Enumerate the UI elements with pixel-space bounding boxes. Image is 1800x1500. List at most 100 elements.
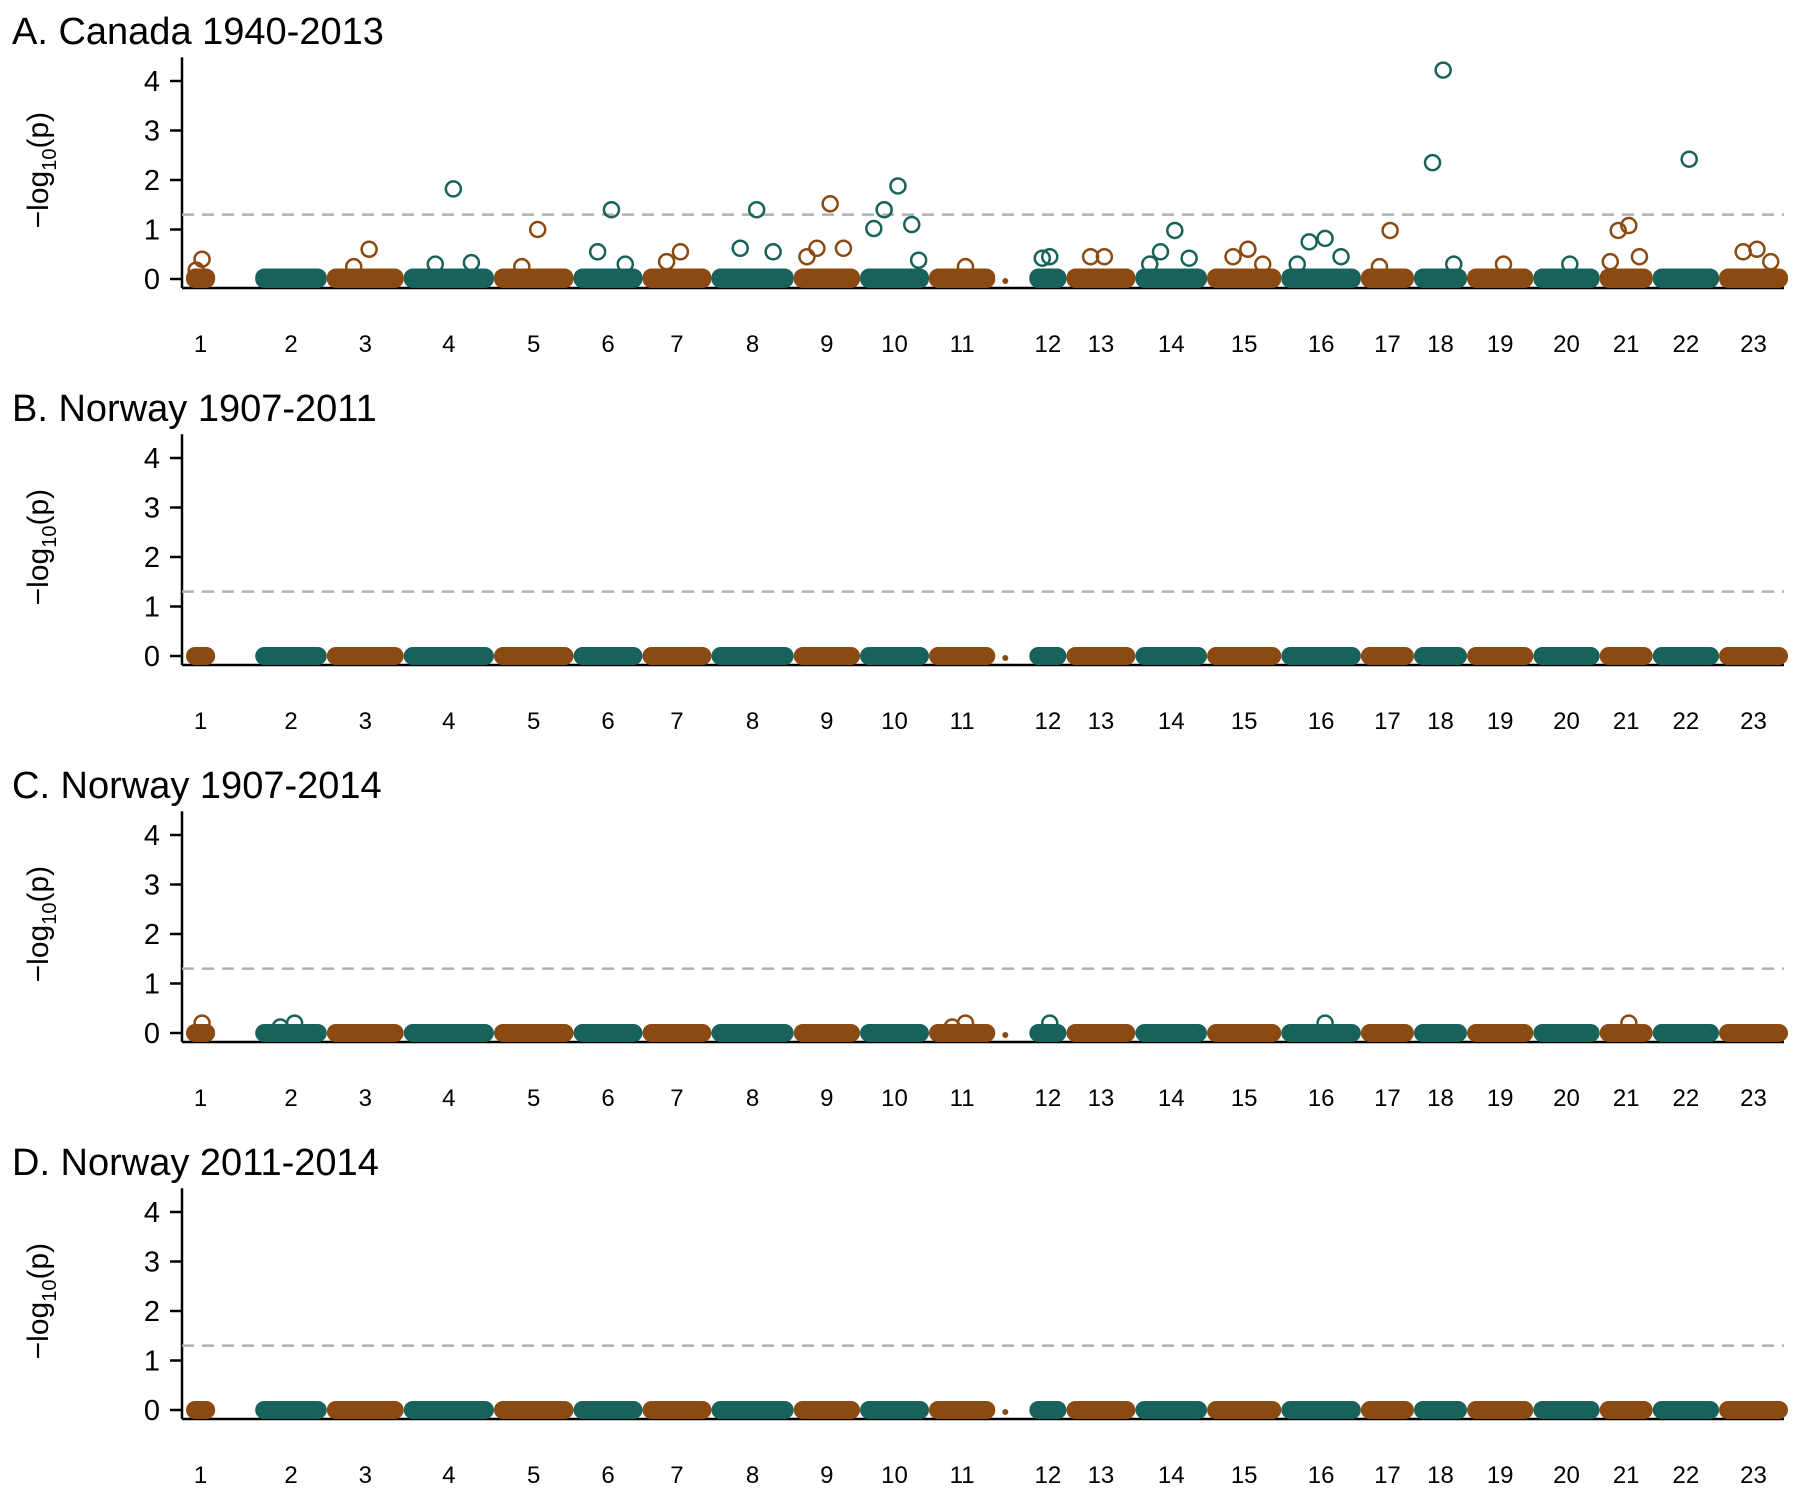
chromosome-points-19 xyxy=(1467,268,1534,288)
chromosome-label: 8 xyxy=(746,708,759,735)
chromosome-points-5 xyxy=(493,647,574,665)
y-tick-label: 2 xyxy=(144,165,160,197)
chromosome-points-7 xyxy=(642,268,712,288)
chromosome-label: 18 xyxy=(1427,708,1454,735)
chromosome-points-10 xyxy=(860,1401,929,1419)
y-axis-title: −log10(p) xyxy=(22,1243,61,1359)
data-point xyxy=(1166,221,1184,240)
chromosome-points-19 xyxy=(1467,1401,1534,1419)
chromosome-label: 16 xyxy=(1308,1085,1335,1112)
chromosome-label: 19 xyxy=(1487,708,1514,735)
chromosome-points-17 xyxy=(1360,1401,1414,1419)
chromosome-label: 18 xyxy=(1427,1085,1454,1112)
data-point xyxy=(1033,249,1052,267)
data-point xyxy=(1002,1409,1009,1415)
chromosome-points-5 xyxy=(493,1401,574,1419)
chromosome-points-14 xyxy=(1135,268,1208,288)
chromosome-points-18 xyxy=(1413,1024,1468,1042)
data-point xyxy=(1370,257,1389,276)
y-tick-label: 0 xyxy=(144,264,160,296)
chromosome-label: 12 xyxy=(1035,1085,1062,1112)
chromosome-points-23 xyxy=(1719,1024,1788,1042)
chromosome-points-3 xyxy=(326,268,404,288)
chromosome-points-2 xyxy=(255,1024,327,1042)
chromosome-points-17 xyxy=(1360,1024,1414,1042)
chromosome-label: 8 xyxy=(746,1085,759,1112)
chromosome-label: 9 xyxy=(820,708,833,735)
y-tick-label: 3 xyxy=(144,116,160,148)
chromosome-points-12 xyxy=(1029,1024,1067,1042)
y-tick-label: 1 xyxy=(144,215,160,247)
chromosome-label: 1 xyxy=(194,331,207,358)
chromosome-label: 4 xyxy=(442,331,455,358)
chromosome-points-3 xyxy=(326,1024,404,1042)
data-point xyxy=(1151,243,1170,261)
chromosome-label: 2 xyxy=(284,708,297,735)
chromosome-label: 16 xyxy=(1308,1462,1335,1489)
chromosome-points-21 xyxy=(1599,268,1653,288)
data-point xyxy=(889,177,907,195)
chromosome-label: 22 xyxy=(1673,1462,1700,1489)
y-tick-label: 4 xyxy=(144,1197,160,1229)
chromosome-points-5 xyxy=(493,268,574,288)
data-point xyxy=(875,200,893,219)
chromosome-label: 4 xyxy=(442,1462,455,1489)
chromosome-label: 5 xyxy=(527,1462,540,1489)
chromosome-label: 1 xyxy=(194,1085,207,1112)
chromosome-points-14 xyxy=(1135,1024,1208,1042)
data-point xyxy=(657,252,676,271)
chromosome-points-16 xyxy=(1281,1024,1361,1042)
chromosome-label: 4 xyxy=(442,1085,455,1112)
chromosome-points-7 xyxy=(642,1024,712,1042)
y-tick-label: 1 xyxy=(144,592,160,624)
chromosome-label: 14 xyxy=(1158,1462,1185,1489)
data-point xyxy=(1762,252,1780,271)
chromosome-label: 13 xyxy=(1088,1085,1115,1112)
chromosome-points-22 xyxy=(1652,647,1720,665)
data-point xyxy=(602,200,621,219)
chromosome-label: 12 xyxy=(1035,708,1062,735)
y-tick-label: 1 xyxy=(144,969,160,1001)
data-point xyxy=(671,243,690,261)
chromosome-label: 9 xyxy=(820,331,833,358)
chromosome-label: 17 xyxy=(1374,1085,1401,1112)
data-point xyxy=(1609,221,1627,240)
chromosome-points-22 xyxy=(1652,1024,1720,1042)
chromosome-label: 3 xyxy=(359,708,372,735)
chromosome-points-19 xyxy=(1467,647,1534,665)
y-tick-label: 2 xyxy=(144,542,160,574)
y-axis-title: −log10(p) xyxy=(22,866,61,982)
chromosome-label: 13 xyxy=(1088,708,1115,735)
chromosome-points-15 xyxy=(1207,1401,1282,1419)
chromosome-label: 11 xyxy=(950,1462,975,1489)
chromosome-points-8 xyxy=(711,647,794,665)
chromosome-label: 22 xyxy=(1673,1085,1700,1112)
y-tick-label: 0 xyxy=(144,1018,160,1050)
chromosome-points-4 xyxy=(403,1024,494,1042)
data-point xyxy=(1040,247,1059,266)
data-point xyxy=(513,257,531,276)
chromosome-label: 6 xyxy=(601,331,614,358)
y-axis-title: −log10(p) xyxy=(22,489,61,605)
data-point xyxy=(1316,229,1334,248)
chromosome-label: 9 xyxy=(820,1085,833,1112)
chromosome-points-13 xyxy=(1066,1024,1136,1042)
data-point xyxy=(731,239,749,258)
chromosome-points-15 xyxy=(1207,268,1282,288)
chromosome-points-23 xyxy=(1719,268,1788,288)
data-point xyxy=(1254,255,1272,273)
chromosome-label: 3 xyxy=(359,1462,372,1489)
chromosome-points-19 xyxy=(1467,1024,1534,1042)
chromosome-points-17 xyxy=(1360,647,1414,665)
panel-title: A. Canada 1940-2013 xyxy=(12,11,384,53)
chromosome-label: 5 xyxy=(527,1085,540,1112)
chromosome-points-20 xyxy=(1533,647,1600,665)
y-tick-label: 3 xyxy=(144,870,160,902)
chromosome-label: 13 xyxy=(1088,1462,1115,1489)
chromosome-points-9 xyxy=(793,647,861,665)
data-point xyxy=(1748,240,1766,259)
chromosome-label: 7 xyxy=(670,708,683,735)
chromosome-points-20 xyxy=(1533,1024,1600,1042)
chromosome-label: 15 xyxy=(1231,1462,1258,1489)
